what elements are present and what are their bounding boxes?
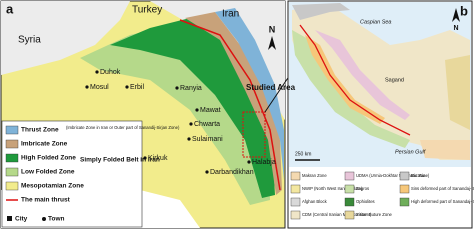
imbricate-zone [185, 12, 282, 195]
udma [315, 30, 410, 120]
panel-label: a [6, 1, 14, 16]
town-dot [205, 170, 209, 174]
panel-label: b [460, 3, 468, 18]
legend-label: City [15, 216, 28, 223]
legend-label: Imbricate Zone [21, 141, 68, 148]
place-label: Duhok [100, 69, 121, 76]
thrust-zone [215, 8, 284, 180]
legend-label: Low Folded Zone [21, 169, 75, 176]
city-symbol [7, 216, 12, 221]
legend-label: Sins deformed part of Sanandaj- Sirjan [411, 186, 474, 191]
legend-label: Thrust Zone [21, 127, 59, 134]
town-dot [189, 122, 193, 126]
studied-area-box [242, 111, 266, 158]
legend-swatch [399, 171, 410, 181]
legend-label: Makran Zone [302, 173, 327, 178]
legend-label: Mesopotamian Zone [21, 183, 84, 190]
makran [420, 140, 470, 160]
town-dot [247, 160, 251, 164]
place-label: Sagand [385, 77, 404, 83]
place-label: Mosul [90, 84, 109, 91]
town-symbol [42, 217, 46, 221]
place-label: Sulaimani [192, 136, 223, 143]
outside-area [150, 1, 285, 120]
north-label: N [269, 24, 276, 34]
legend-swatch [290, 197, 301, 207]
place-label: Ranyia [180, 85, 202, 92]
legend-swatch [5, 125, 19, 135]
legend-label: Town [48, 216, 65, 223]
legend-swatch [344, 171, 355, 181]
country-label: Iran [222, 9, 239, 20]
country-label: Syria [18, 35, 41, 46]
place-label: Mawat [200, 107, 221, 114]
town-dot [85, 85, 89, 89]
place-label: Erbil [130, 84, 144, 91]
legend-note: Simply Folded Belt in Iran [80, 157, 160, 164]
legend-swatch [399, 184, 410, 194]
sistan [445, 55, 470, 130]
legend-swatch [5, 139, 19, 149]
zagros [292, 30, 410, 148]
town-dot [187, 137, 191, 141]
place-label: Darbandikhan [210, 169, 254, 176]
legend-swatch [5, 153, 19, 163]
legend-label: High deformed part of Sanandaj- Sirjan [411, 199, 474, 204]
place-label: Caspian Sea [360, 19, 392, 25]
town-dot [95, 70, 99, 74]
town-dot [125, 85, 129, 89]
town-dot [175, 86, 179, 90]
legend-label: CDM (Central Iranian Microcontinent) [302, 212, 372, 217]
north-arrow [268, 36, 276, 50]
main-thrust [299, 24, 411, 136]
place-label: Chwarta [194, 121, 220, 128]
legend-swatch [344, 210, 355, 220]
place-label: Persian Gulf [395, 149, 426, 155]
legend-label: Sistan Suture Zone [356, 212, 393, 217]
legend-swatch [290, 210, 301, 220]
legend-swatch [290, 171, 301, 181]
outside-area [1, 1, 130, 75]
legend-swatch [344, 197, 355, 207]
legend-label: Eurasia [411, 173, 426, 178]
legend-swatch [399, 197, 410, 207]
eurasia [292, 3, 350, 20]
legend-swatch [344, 184, 355, 194]
town-dot [143, 156, 147, 160]
north-label: N [453, 25, 458, 32]
figure: a Syria Turkey Iran Duhok Mosul Erbil Ranyia Maw… [0, 0, 474, 229]
scale-label: 250 km [295, 151, 311, 157]
legend-swatch [5, 181, 19, 191]
studied-area-label: Studied Area [246, 83, 296, 92]
place-label: Kirkuk [148, 155, 168, 162]
legend-label: High Folded Zone [21, 155, 76, 162]
legend-swatch [5, 167, 19, 177]
legend-note: (Imbricate Zone in Iran or Outer part of… [66, 125, 180, 130]
legend-box [1, 120, 143, 228]
legend-swatch [290, 184, 301, 194]
country-label: Turkey [132, 5, 162, 16]
north-arrow [452, 8, 460, 22]
sanandaj-sirjan [305, 35, 385, 124]
legend-label: Zagros [356, 186, 369, 191]
legend-label: Ophiolites [356, 199, 375, 204]
legend-label: The main thrust [21, 197, 71, 204]
town-dot [195, 108, 199, 112]
place-label: Halabja [252, 159, 276, 166]
main-thrust [179, 19, 281, 191]
legend-label: UDMA (Urmia-Dokhtar Magmatic Zone) [356, 173, 430, 178]
legend-label: NWIP (North West Iranian Plate) [302, 186, 363, 191]
legend-label: Afghan Block [302, 199, 328, 204]
